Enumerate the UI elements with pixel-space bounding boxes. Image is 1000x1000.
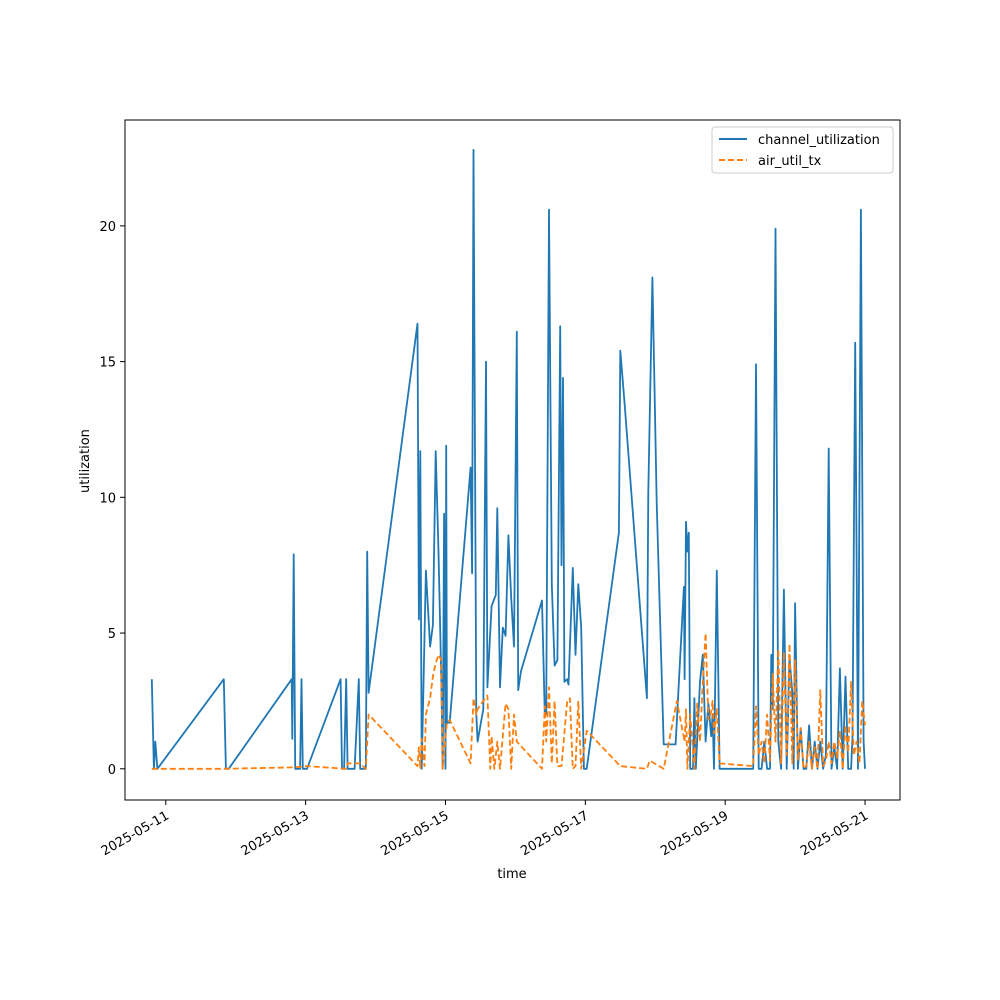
legend-label-channel-utilization: channel_utilization: [758, 133, 880, 148]
y-tick-label-4: 20: [99, 220, 116, 235]
legend: channel_utilization air_util_tx: [711, 126, 894, 174]
y-tick-label-2: 10: [99, 491, 116, 506]
x-axis-label: time: [497, 867, 526, 882]
plot-area: [125, 120, 900, 800]
legend-label-air-util-tx: air_util_tx: [758, 154, 822, 169]
y-tick-label-3: 15: [99, 356, 116, 371]
y-tick-label-1: 5: [108, 627, 116, 642]
y-axis-ticks: 0 5 10 15 20: [99, 220, 125, 778]
series-layer: [150, 148, 866, 770]
y-axis-label: utilization: [78, 429, 93, 493]
series-line-air-util-tx: [151, 632, 866, 770]
plot-frame: [124, 119, 901, 801]
legend-box: [711, 126, 894, 174]
y-tick-label-0: 0: [108, 763, 116, 778]
